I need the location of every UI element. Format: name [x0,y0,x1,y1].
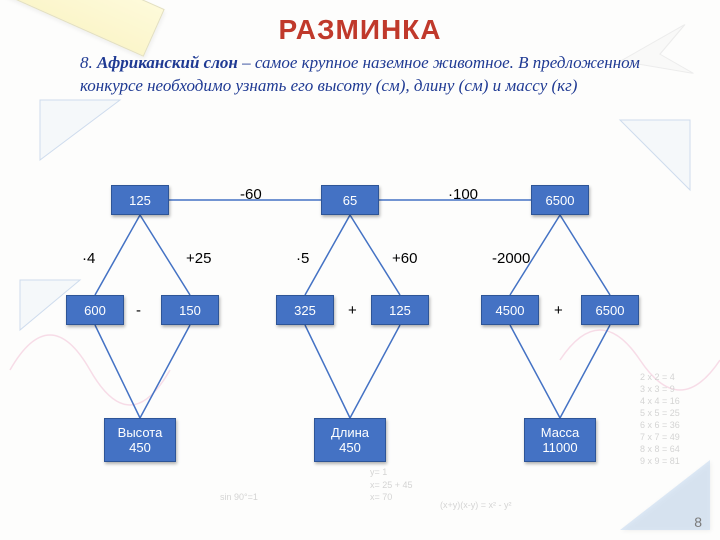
operation-label: ·100 [448,186,478,203]
diagram-node-r3: Масса 11000 [524,418,596,462]
svg-text:4 x 4 = 16: 4 x 4 = 16 [640,396,680,406]
svg-text:x= 25 + 45: x= 25 + 45 [370,480,413,490]
diagram-node-t1: 125 [111,185,169,215]
task-text: 8. Африканский слон – самое крупное назе… [80,52,640,98]
operation-label: +25 [186,250,211,267]
operation-label: -2000 [492,250,530,267]
svg-text:3 x 3 = 9: 3 x 3 = 9 [640,384,675,394]
diagram-node-b2: 125 [371,295,429,325]
svg-text:9 x 9 = 81: 9 x 9 = 81 [640,456,680,466]
page-number: 8 [694,514,702,530]
diagram-node-b1: 325 [276,295,334,325]
operation-label: - [136,302,141,319]
svg-text:y= 1: y= 1 [370,467,387,477]
operation-label: ·4 [82,250,95,267]
diagram-node-t3: 6500 [531,185,589,215]
diagram-node-t2: 65 [321,185,379,215]
svg-text:5 x 5 = 25: 5 x 5 = 25 [640,408,680,418]
operation-label: -60 [240,186,262,203]
operation-label: ·5 [296,250,309,267]
diagram-node-a2: 150 [161,295,219,325]
svg-text:7 x 7 = 49: 7 x 7 = 49 [640,432,680,442]
diagram-node-r1: Высота 450 [104,418,176,462]
svg-text:x= 70: x= 70 [370,492,392,502]
operation-label: + [554,302,563,319]
diagram-node-c1: 4500 [481,295,539,325]
page-title: РАЗМИНКА [0,14,720,46]
diagram-node-r2: Длина 450 [314,418,386,462]
diagram-node-c2: 6500 [581,295,639,325]
svg-text:(x+y)(x-y) = x² - y²: (x+y)(x-y) = x² - y² [440,500,512,510]
operation-label: + [348,302,357,319]
diagram-node-a1: 600 [66,295,124,325]
svg-text:2 x 2 = 4: 2 x 2 = 4 [640,372,675,382]
svg-text:sin 90°=1: sin 90°=1 [220,492,258,502]
svg-text:6 x 6 = 36: 6 x 6 = 36 [640,420,680,430]
operation-label: +60 [392,250,417,267]
svg-text:8 x 8 = 64: 8 x 8 = 64 [640,444,680,454]
